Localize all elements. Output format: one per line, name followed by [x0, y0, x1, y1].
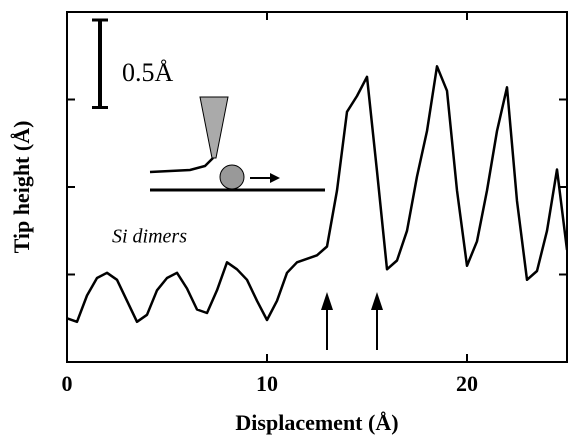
marker-arrowhead — [321, 292, 333, 310]
y-axis-label: Tip height (Å) — [9, 121, 34, 254]
marker-arrowhead — [371, 292, 383, 310]
x-axis-label: Displacement (Å) — [235, 410, 398, 435]
scale-bar-label: 0.5Å — [122, 58, 174, 87]
annotation: Si dimers — [112, 226, 187, 248]
atom — [219, 164, 245, 190]
data-line — [66, 65, 568, 324]
x-tick-label: 10 — [256, 371, 278, 396]
x-tick-label: 20 — [456, 371, 478, 396]
tip — [199, 96, 229, 159]
inset-diagram — [149, 96, 325, 192]
x-tick-label: 0 — [62, 371, 73, 396]
direction-arrowhead — [270, 173, 280, 183]
tip-trace — [149, 157, 214, 174]
